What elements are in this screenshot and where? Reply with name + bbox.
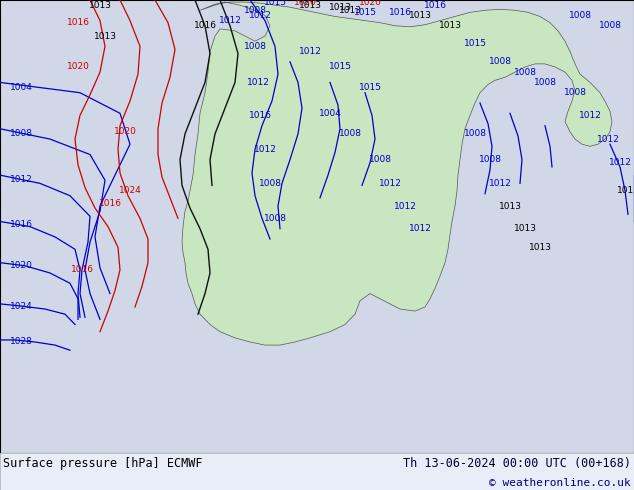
Text: 1008: 1008 [479, 155, 501, 164]
Text: 1016: 1016 [193, 21, 216, 30]
Text: 1016: 1016 [70, 266, 93, 274]
Text: 1013: 1013 [498, 201, 522, 211]
Text: Th 13-06-2024 00:00 UTC (00+168): Th 13-06-2024 00:00 UTC (00+168) [403, 457, 631, 470]
Text: 1013: 1013 [616, 186, 634, 195]
Text: 1024: 1024 [119, 186, 141, 195]
Text: 1020: 1020 [113, 127, 136, 136]
Text: 1008: 1008 [564, 88, 586, 97]
Text: 1012: 1012 [489, 179, 512, 188]
Text: 1016: 1016 [389, 8, 411, 17]
Text: 1012: 1012 [378, 179, 401, 188]
Text: 1012: 1012 [10, 175, 33, 184]
Text: 1015: 1015 [354, 8, 377, 17]
Text: 1012: 1012 [394, 201, 417, 211]
Text: 1013: 1013 [89, 0, 112, 10]
Text: 1015: 1015 [328, 62, 351, 72]
Text: 1012: 1012 [249, 11, 271, 20]
Text: 1008: 1008 [533, 78, 557, 87]
Text: 1013: 1013 [339, 6, 361, 15]
Text: © weatheronline.co.uk: © weatheronline.co.uk [489, 478, 631, 489]
Text: 1020: 1020 [294, 0, 316, 6]
Polygon shape [182, 2, 612, 345]
Text: 1008: 1008 [463, 129, 486, 138]
Text: 1013: 1013 [514, 224, 536, 233]
Text: 1013: 1013 [299, 0, 321, 10]
Text: 1020: 1020 [67, 62, 89, 72]
Text: 1016: 1016 [424, 0, 446, 10]
Text: 1013: 1013 [93, 31, 117, 41]
Text: 1024: 1024 [10, 302, 33, 312]
Text: 1012: 1012 [219, 16, 242, 25]
Text: 1016: 1016 [10, 220, 33, 229]
Text: 1013: 1013 [529, 243, 552, 252]
Text: 1013: 1013 [408, 11, 432, 20]
Text: 1012: 1012 [247, 78, 269, 87]
Text: 1012: 1012 [254, 145, 276, 154]
Text: 1008: 1008 [264, 214, 287, 223]
Text: 1016: 1016 [98, 199, 122, 208]
Text: 1012: 1012 [579, 111, 602, 120]
Text: 1008: 1008 [598, 21, 621, 30]
Text: 1008: 1008 [569, 11, 592, 20]
Text: Surface pressure [hPa] ECMWF: Surface pressure [hPa] ECMWF [3, 457, 203, 470]
Text: 1008: 1008 [489, 57, 512, 66]
Text: 1004: 1004 [10, 83, 33, 92]
Text: 1015: 1015 [463, 39, 486, 48]
Text: 1008: 1008 [368, 155, 392, 164]
Text: 1015: 1015 [264, 0, 287, 6]
Text: 1004: 1004 [318, 109, 342, 118]
Text: 1008: 1008 [259, 179, 281, 188]
Text: 1012: 1012 [609, 158, 631, 167]
Text: 1008: 1008 [10, 129, 33, 138]
Text: 1008: 1008 [514, 68, 536, 76]
Text: 1012: 1012 [408, 224, 432, 233]
Text: 1008: 1008 [339, 129, 361, 138]
Text: 1020: 1020 [359, 0, 382, 6]
Text: 1008: 1008 [243, 42, 266, 51]
Text: 1013: 1013 [328, 3, 351, 12]
Text: 1028: 1028 [10, 338, 33, 346]
Text: 1016: 1016 [249, 111, 271, 120]
Text: 1020: 1020 [10, 261, 33, 270]
Text: 1012: 1012 [597, 135, 619, 144]
Text: 1015: 1015 [358, 83, 382, 92]
Text: 1012: 1012 [299, 47, 321, 56]
Text: 1016: 1016 [67, 18, 89, 27]
Text: 1008: 1008 [243, 6, 266, 15]
Text: 1013: 1013 [439, 21, 462, 30]
